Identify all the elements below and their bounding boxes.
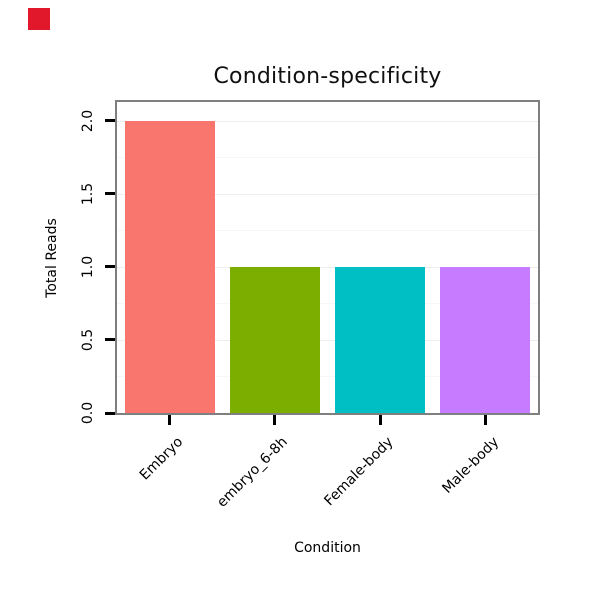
- gridline-minor: [117, 376, 538, 378]
- y-tick-label: 0.5: [80, 328, 96, 352]
- y-tick: [105, 192, 115, 196]
- y-tick: [105, 338, 115, 342]
- y-tick-label: 1.5: [80, 182, 96, 206]
- x-tick-label: embryo_6-8h: [214, 434, 292, 511]
- y-tick: [105, 411, 115, 415]
- bar-Female-body: [335, 266, 426, 413]
- chart-title: Condition-specificity: [213, 64, 442, 89]
- plot-area: [115, 100, 540, 415]
- x-tick: [168, 415, 172, 425]
- y-axis-title: Total Reads: [44, 218, 60, 298]
- gridline-minor: [117, 230, 538, 232]
- x-tick-label: Embryo: [136, 434, 186, 484]
- y-tick-label: 1.0: [80, 255, 96, 279]
- gridline-layer: [117, 102, 538, 413]
- x-tick: [378, 415, 382, 425]
- x-tick: [483, 415, 487, 425]
- gridline-major: [117, 193, 538, 195]
- bar-Male-body: [440, 266, 531, 413]
- x-tick-label: Male-body: [438, 434, 502, 497]
- x-axis-title: Condition: [294, 540, 361, 556]
- gridline-major: [117, 120, 538, 122]
- red-square-marker: [28, 8, 50, 30]
- gridline-major: [117, 339, 538, 341]
- bar-Embryo: [124, 120, 215, 413]
- bars-layer: [117, 102, 538, 413]
- y-tick-label: 2.0: [80, 109, 96, 133]
- bar-embryo_6-8h: [229, 266, 320, 413]
- x-tick-label: Female-body: [321, 434, 397, 510]
- x-tick: [273, 415, 277, 425]
- y-tick-label: 0.0: [80, 401, 96, 425]
- y-tick: [105, 265, 115, 269]
- gridline-minor: [117, 157, 538, 159]
- y-tick: [105, 119, 115, 123]
- gridline-minor: [117, 303, 538, 305]
- gridline-major: [117, 266, 538, 268]
